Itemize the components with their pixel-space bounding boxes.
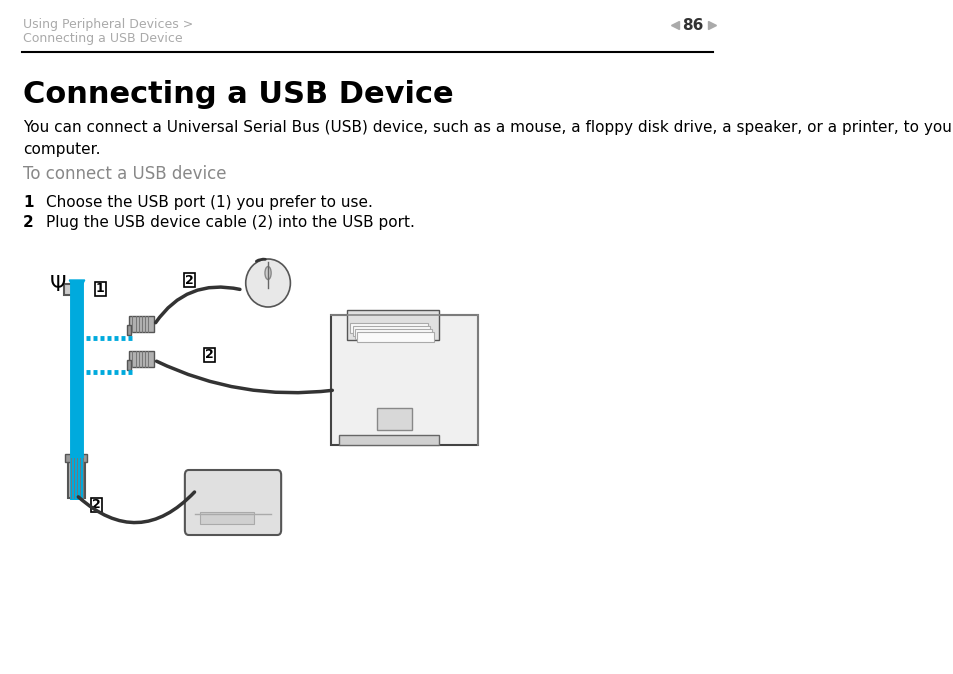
- Text: 1: 1: [23, 195, 33, 210]
- Text: 2: 2: [205, 348, 213, 361]
- Bar: [357, 332, 434, 342]
- Bar: [91, 498, 102, 512]
- Polygon shape: [70, 280, 85, 295]
- Bar: [355, 329, 432, 339]
- Bar: [377, 408, 412, 430]
- Text: Connecting a USB Device: Connecting a USB Device: [23, 80, 454, 109]
- Bar: [200, 512, 253, 524]
- FancyBboxPatch shape: [185, 470, 281, 535]
- Bar: [204, 348, 214, 362]
- Text: 2: 2: [23, 215, 33, 230]
- Bar: [64, 284, 82, 295]
- Text: To connect a USB device: To connect a USB device: [23, 165, 227, 183]
- Bar: [130, 351, 153, 367]
- Bar: [94, 282, 106, 296]
- Text: You can connect a Universal Serial Bus (USB) device, such as a mouse, a floppy d: You can connect a Universal Serial Bus (…: [23, 120, 953, 157]
- Bar: [350, 323, 427, 333]
- Bar: [130, 316, 153, 332]
- Bar: [338, 435, 438, 445]
- Text: 2: 2: [185, 274, 193, 286]
- Text: Using Peripheral Devices >: Using Peripheral Devices >: [23, 18, 193, 31]
- Bar: [68, 458, 85, 498]
- Bar: [127, 360, 131, 370]
- Bar: [346, 310, 438, 340]
- Bar: [127, 325, 131, 335]
- Bar: [184, 273, 194, 287]
- Text: Plug the USB device cable (2) into the USB port.: Plug the USB device cable (2) into the U…: [46, 215, 415, 230]
- Text: 1: 1: [95, 282, 105, 295]
- Ellipse shape: [265, 266, 271, 280]
- Text: 86: 86: [681, 18, 703, 32]
- Text: 2: 2: [91, 499, 101, 512]
- Text: Choose the USB port (1) you prefer to use.: Choose the USB port (1) you prefer to us…: [46, 195, 373, 210]
- Ellipse shape: [246, 259, 290, 307]
- Bar: [66, 454, 87, 462]
- Bar: [331, 315, 477, 445]
- Bar: [353, 326, 430, 336]
- Text: Connecting a USB Device: Connecting a USB Device: [23, 32, 183, 45]
- Text: Ψ: Ψ: [50, 275, 67, 295]
